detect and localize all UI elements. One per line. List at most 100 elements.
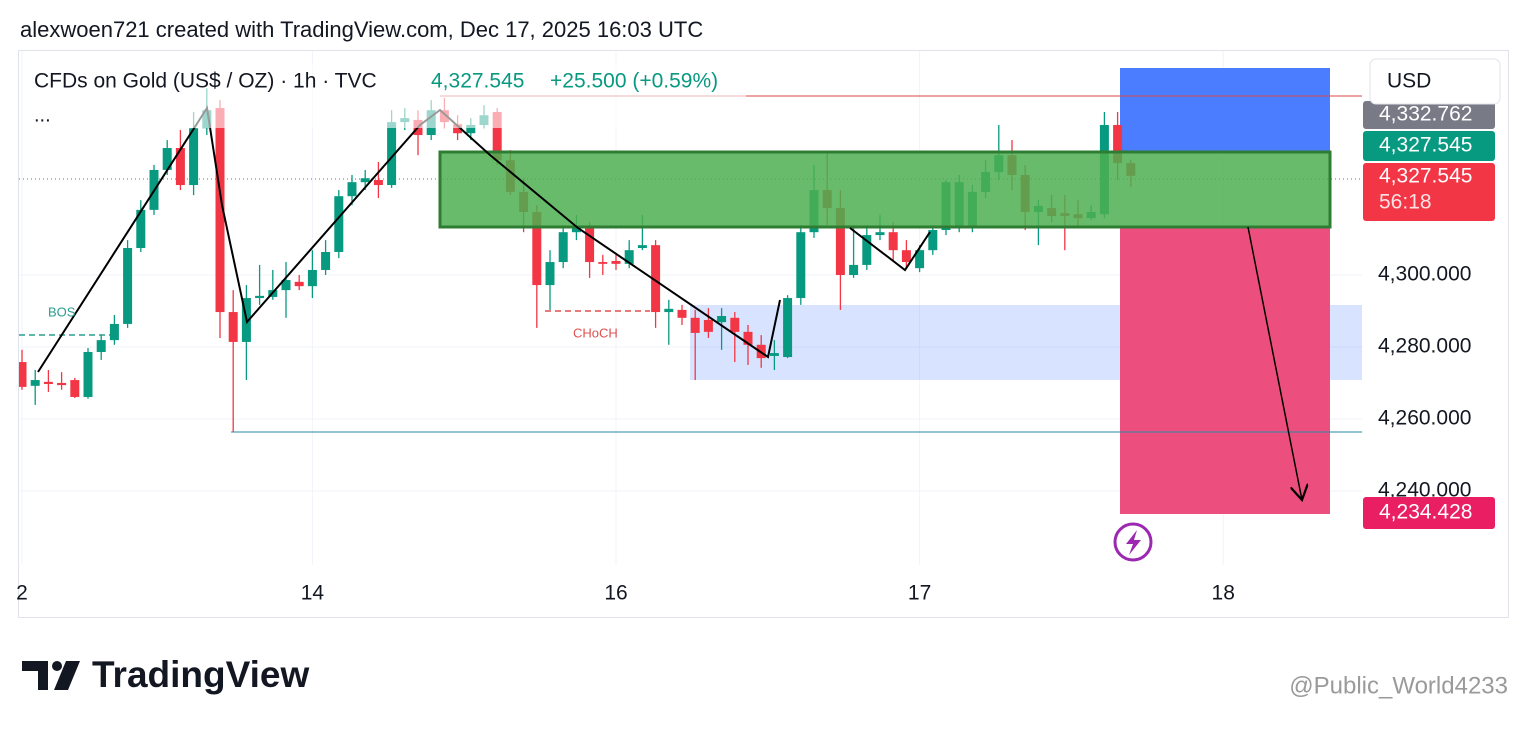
candle-body: [96, 340, 106, 352]
candle-body: [334, 196, 344, 252]
chart-frame: [18, 50, 1509, 618]
x-tick-label: 2: [16, 582, 28, 605]
candle-body: [545, 262, 555, 286]
candle-body: [585, 227, 595, 263]
candle-body: [717, 316, 727, 323]
candle-body: [835, 208, 845, 276]
candle-body: [43, 381, 53, 385]
candle-body: [703, 319, 713, 332]
annotation: CHoCH: [573, 325, 618, 340]
x-tick-label: 17: [908, 582, 931, 605]
x-tick-label: 14: [301, 582, 325, 605]
candle-body: [532, 212, 542, 286]
currency-box: [1369, 58, 1501, 105]
x-tick-label: 16: [604, 582, 627, 605]
drawings-back: [19, 68, 1362, 514]
candle-body: [862, 235, 872, 265]
footer: TradingView @Public_World4233: [22, 654, 1508, 699]
event-bolt: [1126, 530, 1141, 555]
supply-zone: [438, 150, 1332, 229]
logo-text: TradingView: [92, 654, 309, 695]
candle-body: [677, 309, 687, 318]
candle-body: [651, 245, 661, 313]
price-label: 4,234.428: [1379, 501, 1472, 524]
symbol-title: CFDs on Gold (US$ / OZ) · 1h · TVC: [34, 70, 377, 93]
price-label: 4,327.545: [1379, 134, 1472, 157]
legend: CFDs on Gold (US$ / OZ) · 1h · TVC 4,327…: [26, 64, 746, 128]
candle-body: [136, 209, 146, 249]
y-tick-label: 4,280.000: [1378, 335, 1471, 358]
watermark: @Public_World4233: [1289, 672, 1508, 699]
candle-body: [849, 264, 859, 276]
projection-arrow: [1247, 226, 1302, 500]
y-tick-label: 4,240.000: [1378, 478, 1471, 501]
candle-body: [769, 353, 779, 356]
candle-body: [83, 351, 93, 397]
candle-body: [571, 227, 581, 233]
price-label-box: [1363, 101, 1495, 129]
attribution: alexwoen721 created with TradingView.com…: [20, 17, 703, 42]
drawings-front: BOS CHoCH: [37, 105, 1332, 562]
candle-body: [360, 178, 370, 183]
candle-body: [215, 108, 225, 313]
more: ...: [34, 104, 51, 126]
currency: USD: [1387, 70, 1431, 93]
candle-body: [730, 317, 740, 332]
annotation: BOS: [48, 304, 76, 319]
candle-body: [901, 250, 911, 263]
candles: [19, 88, 1136, 432]
price-change: +25.500 (+0.59%): [550, 70, 718, 93]
x-tick-label: 18: [1212, 582, 1235, 605]
candle-body: [611, 260, 621, 264]
price-axis: 2 14 16 17 18 4,240.000 4,260.000 4,280.000 4,30…: [16, 58, 1501, 605]
candle-body: [57, 382, 67, 386]
candle-body: [598, 262, 608, 264]
candle-body: [888, 232, 898, 251]
candle-body: [228, 312, 238, 342]
candle-body: [558, 232, 568, 263]
candle-body: [796, 232, 806, 299]
logo-mark: [22, 661, 48, 690]
y-tick-label: 4,300.000: [1378, 263, 1471, 286]
candle-body: [624, 250, 634, 264]
candle-body: [347, 182, 357, 197]
candle-body: [30, 380, 40, 386]
y-tick-label: 4,260.000: [1378, 406, 1471, 429]
candle-body: [387, 122, 397, 186]
logo-mark: [54, 661, 80, 690]
candle-body: [281, 280, 291, 291]
legend-bg: [26, 64, 746, 128]
candle-body: [492, 112, 502, 161]
candle-body: [175, 147, 185, 186]
candle-body: [875, 232, 885, 236]
price-label-box: [1363, 163, 1495, 221]
candle-body: [664, 308, 674, 313]
candle-body: [637, 245, 647, 249]
target-zone: [1120, 68, 1330, 152]
candle-body: [109, 323, 119, 341]
candle-body: [189, 128, 199, 186]
candle-body: [453, 124, 463, 134]
zigzag: [849, 227, 931, 272]
candle-body: [307, 269, 317, 287]
candle-body: [123, 248, 133, 324]
candle-body: [466, 124, 476, 134]
countdown: 56:18: [1379, 191, 1432, 214]
price-label-box: [1363, 497, 1495, 529]
candle-body: [255, 295, 265, 299]
candle-body: [373, 180, 383, 186]
last-price: 4,327.545: [431, 70, 524, 93]
candle-body: [321, 251, 331, 270]
risk-zone: [1120, 227, 1330, 514]
candle-body: [1113, 124, 1123, 164]
candle-body: [743, 331, 753, 345]
candle-body: [783, 298, 793, 358]
candle-body: [915, 250, 925, 269]
candle-body: [162, 147, 172, 170]
candle-body: [294, 281, 304, 287]
candle-body: [690, 317, 700, 333]
price-label: 4,332.762: [1379, 103, 1472, 126]
price-label-box: [1363, 131, 1495, 161]
logo-mark: [52, 661, 62, 671]
candle-body: [70, 380, 80, 397]
